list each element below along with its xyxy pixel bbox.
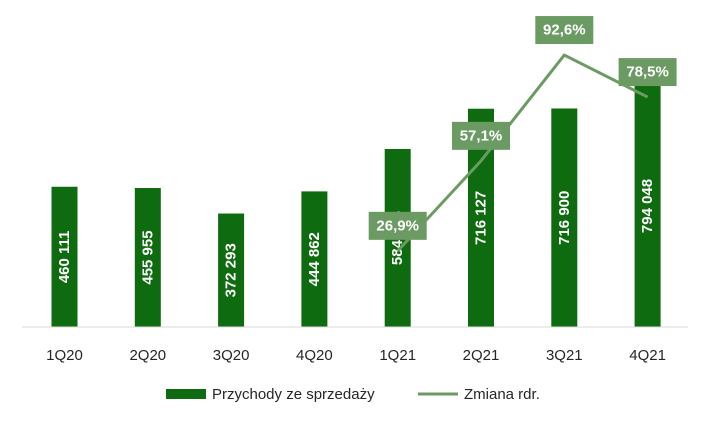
x-tick-label: 1Q20	[46, 347, 83, 364]
legend-swatch-bar	[166, 389, 206, 399]
legend: Przychody ze sprzedaży Zmiana rdr.	[166, 386, 540, 403]
bar	[634, 84, 661, 327]
x-tick-label: 3Q20	[213, 347, 250, 364]
bar	[551, 108, 578, 327]
legend-label-line: Zmiana rdr.	[464, 386, 540, 403]
x-tick-label: 2Q20	[129, 347, 166, 364]
bar-data-label: 794 048	[639, 179, 656, 233]
bar-data-label: 716 127	[473, 191, 490, 245]
legend-label-bar: Przychody ze sprzedaży	[212, 386, 375, 403]
line-data-label: 57,1%	[460, 127, 503, 144]
bar-data-label: 460 111	[56, 231, 73, 284]
x-axis-ticks: 1Q20 2Q20 3Q20 4Q20 1Q21 2Q21 3Q21 4Q21	[46, 347, 666, 364]
line-data-label-box	[535, 16, 594, 45]
line-series-path	[396, 53, 649, 252]
x-tick-label: 1Q21	[379, 347, 416, 364]
line-data-label-box	[452, 121, 510, 150]
bar	[51, 186, 78, 327]
bar	[218, 213, 245, 327]
line-data-label: 26,9%	[376, 217, 419, 234]
bar-data-label: 716 900	[556, 191, 573, 245]
bar	[301, 191, 328, 327]
line-data-label-box	[368, 211, 427, 240]
line-data-label: 92,6%	[543, 22, 586, 39]
bar-data-label: 455 955	[139, 230, 156, 284]
bar-data-label: 372 293	[223, 243, 240, 297]
x-tick-label: 3Q21	[546, 347, 583, 364]
line-data-label: 78,5%	[626, 64, 669, 81]
x-tick-label: 4Q21	[629, 347, 666, 364]
bar	[134, 188, 161, 327]
bar-data-label: 444 862	[306, 232, 323, 286]
line-data-label-box	[618, 58, 677, 87]
x-tick-label: 2Q21	[463, 347, 500, 364]
x-tick-label: 4Q20	[296, 347, 333, 364]
line-series: 26,9% 57,1% 92,6% 78,5%	[368, 16, 677, 252]
